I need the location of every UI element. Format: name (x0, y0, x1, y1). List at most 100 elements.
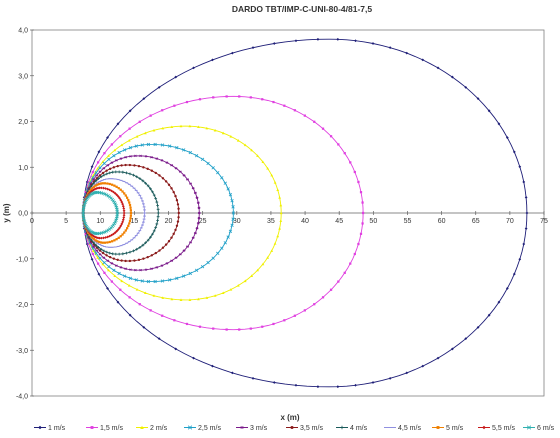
data-point (192, 66, 195, 70)
data-point (174, 167, 178, 170)
data-point (99, 186, 103, 190)
data-point (110, 183, 114, 186)
data-point (164, 243, 168, 246)
data-point (167, 183, 171, 186)
data-point (170, 259, 174, 262)
legend-marker (90, 426, 94, 429)
data-point (139, 268, 142, 272)
data-point (117, 187, 120, 190)
legend: 1 m/s 1,5 m/s 2 m/s 2,5 m/s 3 m/s 3,5 m/s 4 m/… (34, 425, 555, 432)
data-point (155, 200, 159, 204)
data-point (116, 195, 120, 198)
legend-marker (187, 425, 193, 430)
data-point (135, 175, 139, 179)
legend-label: 3 m/s (250, 425, 268, 432)
data-point (92, 178, 96, 181)
legend-marker (140, 425, 144, 429)
data-point (98, 182, 101, 186)
data-point (223, 181, 227, 185)
data-point (497, 300, 501, 304)
y-tick-label: 0,0 (18, 211, 28, 218)
data-point (405, 51, 409, 55)
data-point (205, 296, 209, 299)
data-point (176, 203, 180, 206)
data-point (105, 254, 108, 257)
data-point (161, 109, 164, 112)
data-point (361, 222, 364, 225)
legend-label: 1 m/s (48, 425, 66, 432)
data-point (114, 170, 118, 174)
data-point (357, 242, 360, 246)
data-point (211, 256, 215, 260)
data-point (272, 322, 275, 326)
data-point (283, 104, 286, 107)
data-point (126, 196, 129, 199)
data-point (354, 383, 357, 387)
data-point (112, 268, 116, 272)
data-point (505, 287, 509, 290)
data-point (90, 165, 94, 169)
data-point (142, 97, 146, 101)
data-point (359, 232, 363, 235)
data-point (349, 161, 352, 164)
data-point (157, 337, 161, 341)
data-point (153, 142, 157, 147)
x-tick-label: 50 (369, 218, 377, 225)
data-point (195, 226, 199, 230)
x-tick-label: 45 (335, 218, 343, 225)
data-point (125, 251, 128, 255)
data-point (98, 249, 102, 252)
data-point (150, 169, 154, 172)
data-point (273, 181, 277, 184)
data-point (103, 271, 106, 274)
data-point (273, 242, 277, 245)
x-tick-label: 0 (30, 218, 34, 225)
data-point (230, 223, 234, 227)
data-point (223, 241, 227, 245)
data-point (182, 249, 186, 252)
data-point (191, 186, 195, 190)
data-point (261, 160, 265, 164)
data-point (133, 154, 137, 158)
data-point (128, 222, 131, 225)
data-point (117, 170, 121, 174)
legend-label: 4,5 m/s (398, 425, 421, 432)
data-point (88, 191, 92, 195)
data-point (213, 128, 217, 132)
data-point (156, 218, 160, 222)
data-point (196, 221, 200, 225)
y-tick-label: -1,0 (16, 256, 28, 263)
data-point (343, 271, 346, 274)
x-tick-label: 10 (96, 218, 104, 225)
data-point (98, 166, 102, 170)
data-point (149, 309, 152, 312)
data-point (95, 236, 98, 239)
data-point (251, 376, 255, 380)
data-point (388, 376, 392, 380)
data-point (124, 267, 128, 270)
data-point (250, 274, 254, 277)
data-point (150, 156, 153, 159)
data-point (101, 171, 105, 175)
data-point (90, 233, 94, 237)
data-point (173, 319, 176, 322)
data-point (266, 256, 270, 259)
data-point (108, 240, 111, 244)
data-point (98, 236, 101, 240)
data-point (115, 238, 118, 241)
data-point (95, 249, 99, 252)
data-point (188, 124, 192, 128)
data-point (92, 185, 96, 188)
data-point (118, 196, 121, 200)
data-point (129, 214, 132, 217)
data-point (230, 371, 234, 375)
data-point (261, 98, 264, 101)
y-axis-label: y (m) (2, 203, 11, 222)
data-point (108, 255, 112, 259)
legend-marker (436, 426, 440, 429)
data-point (157, 85, 161, 89)
data-point (121, 233, 124, 236)
data-point (160, 143, 165, 147)
data-point (111, 170, 115, 174)
x-axis-label: x (m) (280, 413, 299, 422)
